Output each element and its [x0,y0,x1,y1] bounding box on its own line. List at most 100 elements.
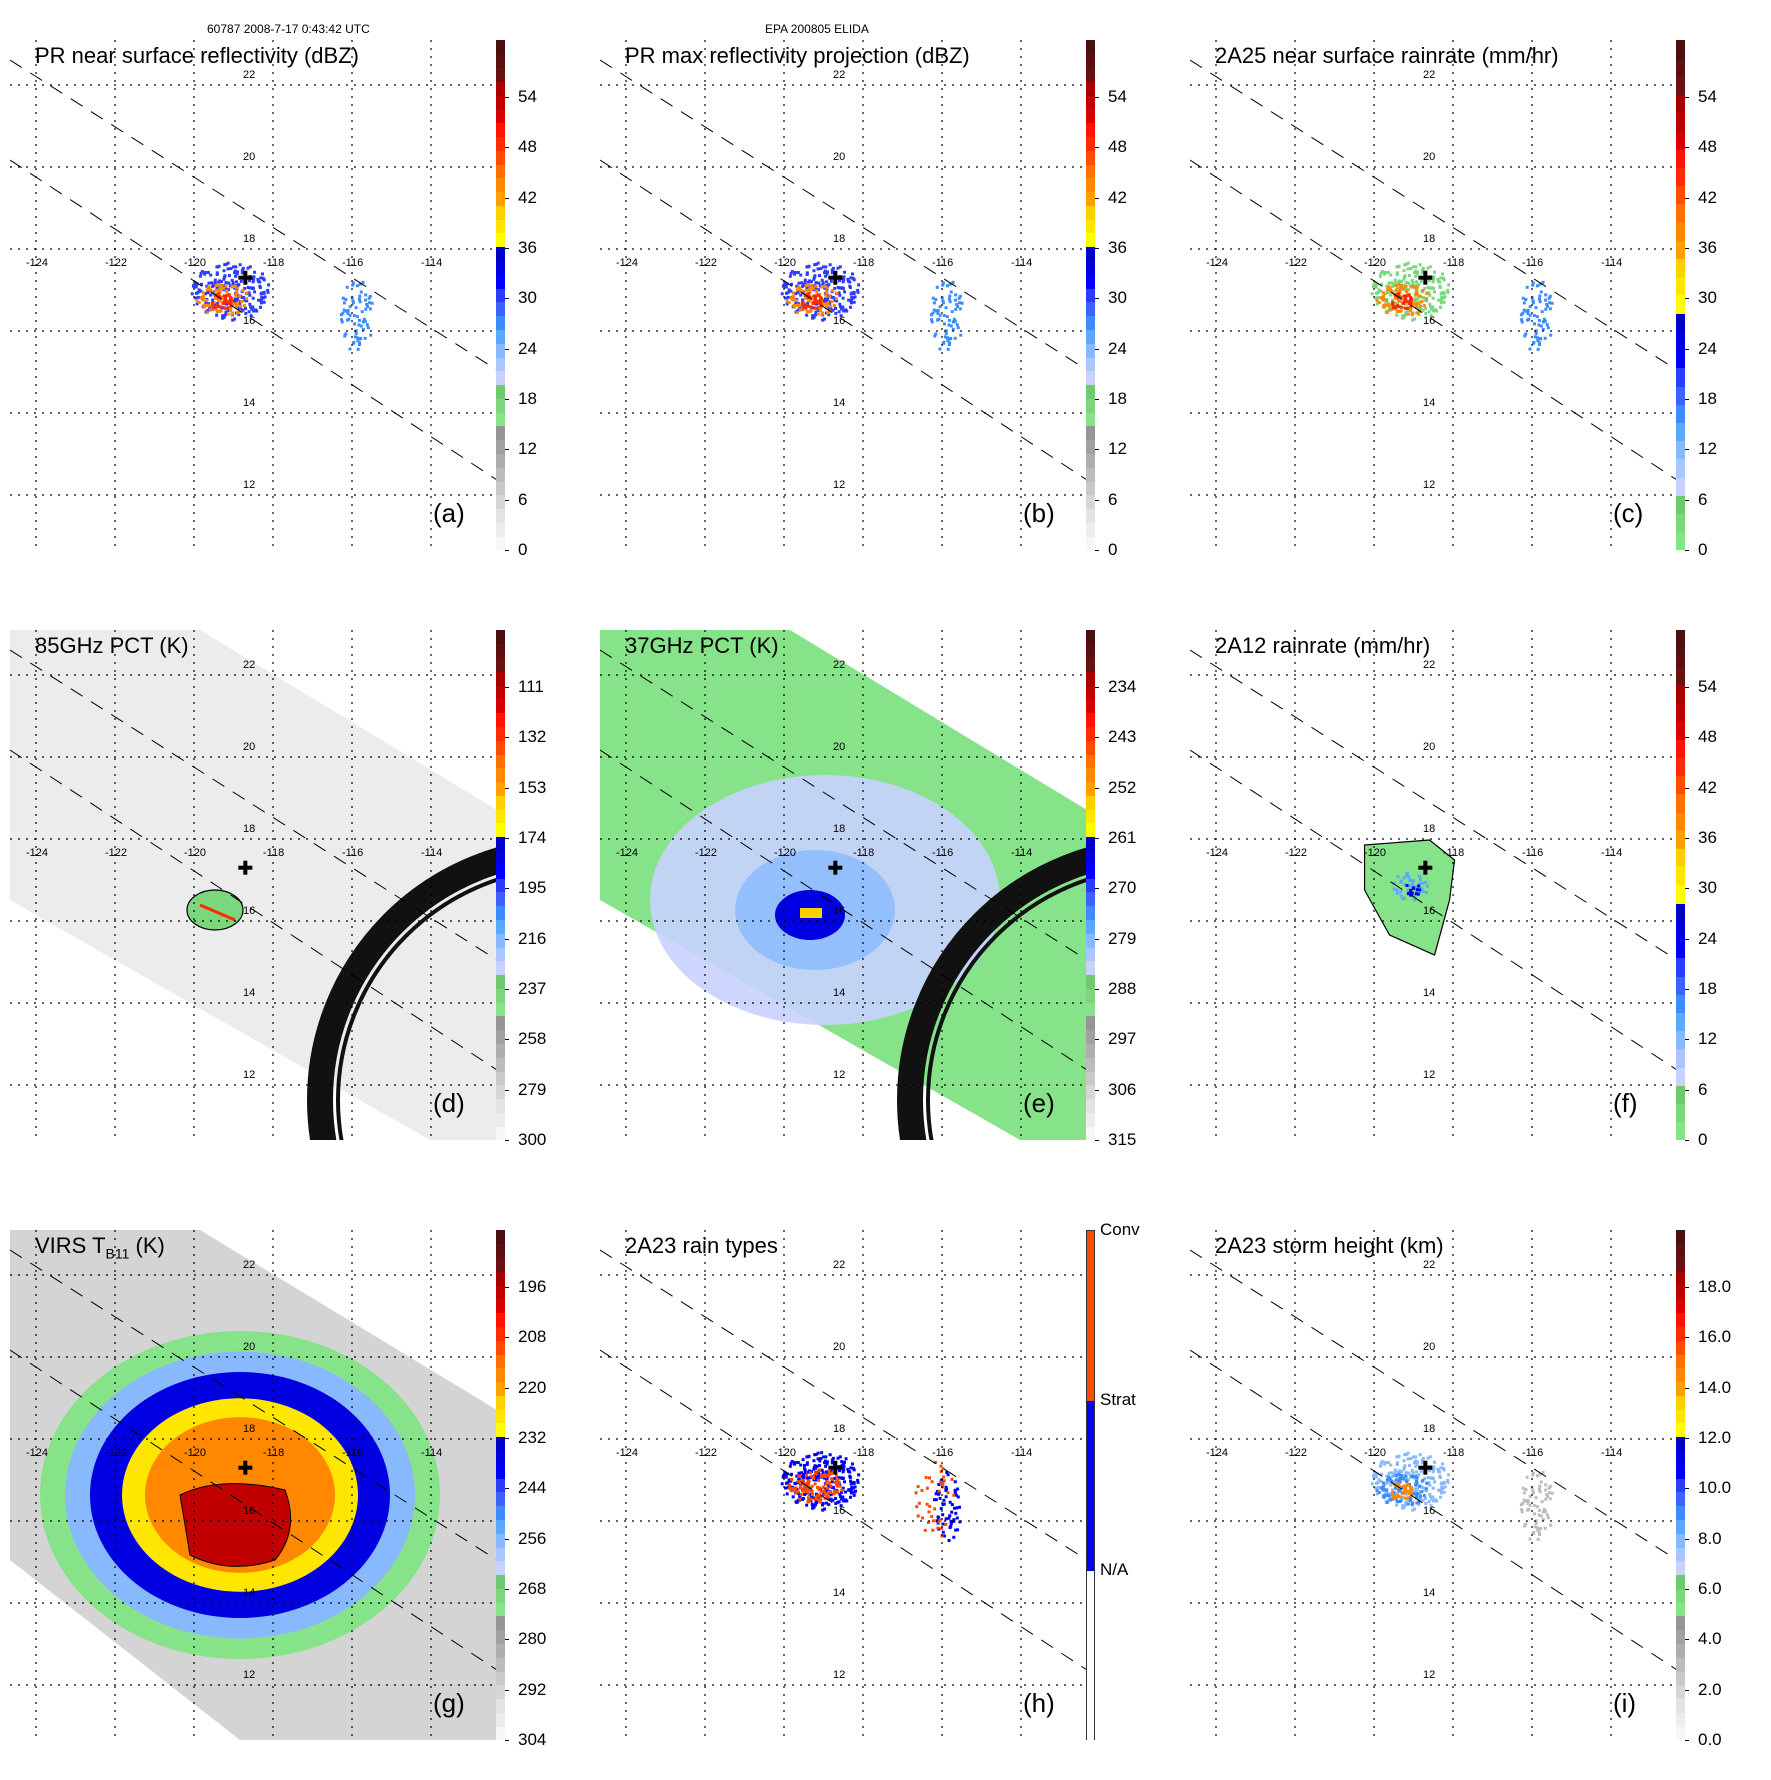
latitude-label: 18 [243,1423,256,1435]
rain-core-pixels [1405,883,1422,897]
colorbar-segment [1086,40,1095,55]
longitude-label: -120 [774,257,797,269]
colorbar-segment [496,522,505,537]
colorbar-segment [1086,657,1095,672]
latitude-label: 14 [243,1587,256,1599]
colorbar-tick-label: 12 [1698,1029,1717,1049]
latitude-label: 14 [243,987,256,999]
colorbar-segment [1676,531,1685,551]
colorbar-tick [1095,449,1099,451]
colorbar-segment [496,453,505,468]
colorbar-segment [496,1422,505,1438]
storm-center-plus-icon [828,1460,843,1475]
colorbar-segment [496,67,505,82]
colorbar-segment [496,1574,505,1589]
colorbar-tick-label: 111 [518,677,544,696]
longitude-label: -120 [1364,1447,1387,1459]
colorbar-tick [1685,1689,1689,1691]
colorbar-segment [1086,864,1095,879]
cold-core [179,1483,292,1567]
panel-letter: (i) [1613,1688,1637,1718]
map-area [10,1230,497,1740]
longitude-label: -124 [26,1447,49,1459]
colorbar-tick [1095,499,1099,501]
panel-title: 37GHz PCT (K) [625,633,779,659]
colorbar-segment [496,878,505,893]
colorbar-segment [1087,1571,1094,1741]
colorbar-segment [1086,1126,1095,1141]
latitude-label: 20 [833,151,846,163]
colorbar-tick [505,550,509,551]
colorbar-tick-label: 0 [1698,540,1708,559]
colorbar-tick-label: 237 [518,979,547,998]
colorbar-tick-label: 304 [518,1730,547,1749]
colorbar-segment [1676,739,1685,758]
colorbar-tick-label: 288 [1108,979,1137,998]
colorbar-segment [1086,481,1095,496]
colorbar-segment [496,205,505,220]
colorbar-segment [1676,1505,1685,1520]
colorbar-segment [1676,957,1685,977]
colorbar-tick [505,938,509,940]
storm-center-plus-icon [828,860,843,875]
longitude-label: -120 [1364,257,1387,269]
storm-center-plus-icon [238,270,253,285]
colorbar-segment [1087,1401,1094,1571]
colorbar-segment [1676,976,1685,995]
colorbar-segment [1676,1395,1685,1410]
colorbar-segment [496,836,505,852]
colorbar-tick [505,1639,509,1641]
colorbar-segment [1676,1030,1685,1050]
latitude-label: 14 [833,1587,846,1599]
colorbar-segment [1676,222,1685,241]
colorbar-tick [1095,838,1099,839]
map-canvas [1190,1230,1677,1740]
convective-pixels [788,1468,844,1504]
panel-title-text: 2A12 rainrate (mm/hr) [1215,633,1431,658]
colorbar-segment [1676,848,1685,868]
colorbar-segment [496,754,505,769]
map-canvas [1190,40,1677,550]
colorbar-segment [1676,1436,1685,1452]
colorbar-segment [1676,1367,1685,1383]
panel-title-text: 85GHz PCT (K) [35,633,189,658]
panel-title-text: VIRS T [35,1233,106,1258]
map-area [1190,40,1677,550]
colorbar-tick-label: 216 [518,928,547,948]
map-canvas [10,1230,497,1740]
colorbar-segment [1086,1043,1095,1058]
longitude-label: -124 [616,847,639,859]
colorbar-segment [496,1436,505,1452]
latitude-label: 18 [1423,233,1436,245]
colorbar-segment [1676,1547,1685,1562]
colorbar-segment [1086,150,1095,165]
longitude-label: -122 [695,1447,718,1459]
colorbar-categorical [1086,1230,1095,1741]
colorbar-segment [1086,767,1095,783]
latitude-label: 20 [833,1341,846,1353]
panel-title: 2A23 storm height (km) [1215,1233,1444,1259]
colorbar-segment [1676,1067,1685,1086]
colorbar-segment [496,960,505,976]
colorbar-segment [496,1326,505,1341]
colorbar-segment [496,767,505,783]
longitude-label: -116 [932,257,954,269]
colorbar-tick-label: 48 [518,137,537,157]
colorbar-segment [1676,203,1685,223]
longitude-label: -122 [105,257,128,269]
colorbar-tick-label: 54 [1108,87,1127,106]
colorbar-segment [1676,1684,1685,1700]
colorbar-tick [1685,550,1689,551]
panel-letter: (c) [1613,498,1644,528]
map-panel-e: 22 20 18 16 14 12 -124 -122 -120 -118 -116 -114 37GH… [590,590,1180,1180]
colorbar-segment [1086,329,1095,344]
colorbar-tick-label: 300 [518,1130,547,1149]
latitude-label: 12 [243,1669,256,1681]
swath-edge-line [10,1249,497,1561]
colorbar-segment [1087,1231,1094,1401]
longitude-label: -116 [932,1447,954,1459]
colorbar-segment [1086,425,1095,441]
latitude-label: 12 [1423,1669,1436,1681]
map-panel-d: 22 20 18 16 14 12 -124 -122 -120 -118 -116 -114 85GH… [0,590,590,1180]
colorbar-tick [505,1438,509,1439]
